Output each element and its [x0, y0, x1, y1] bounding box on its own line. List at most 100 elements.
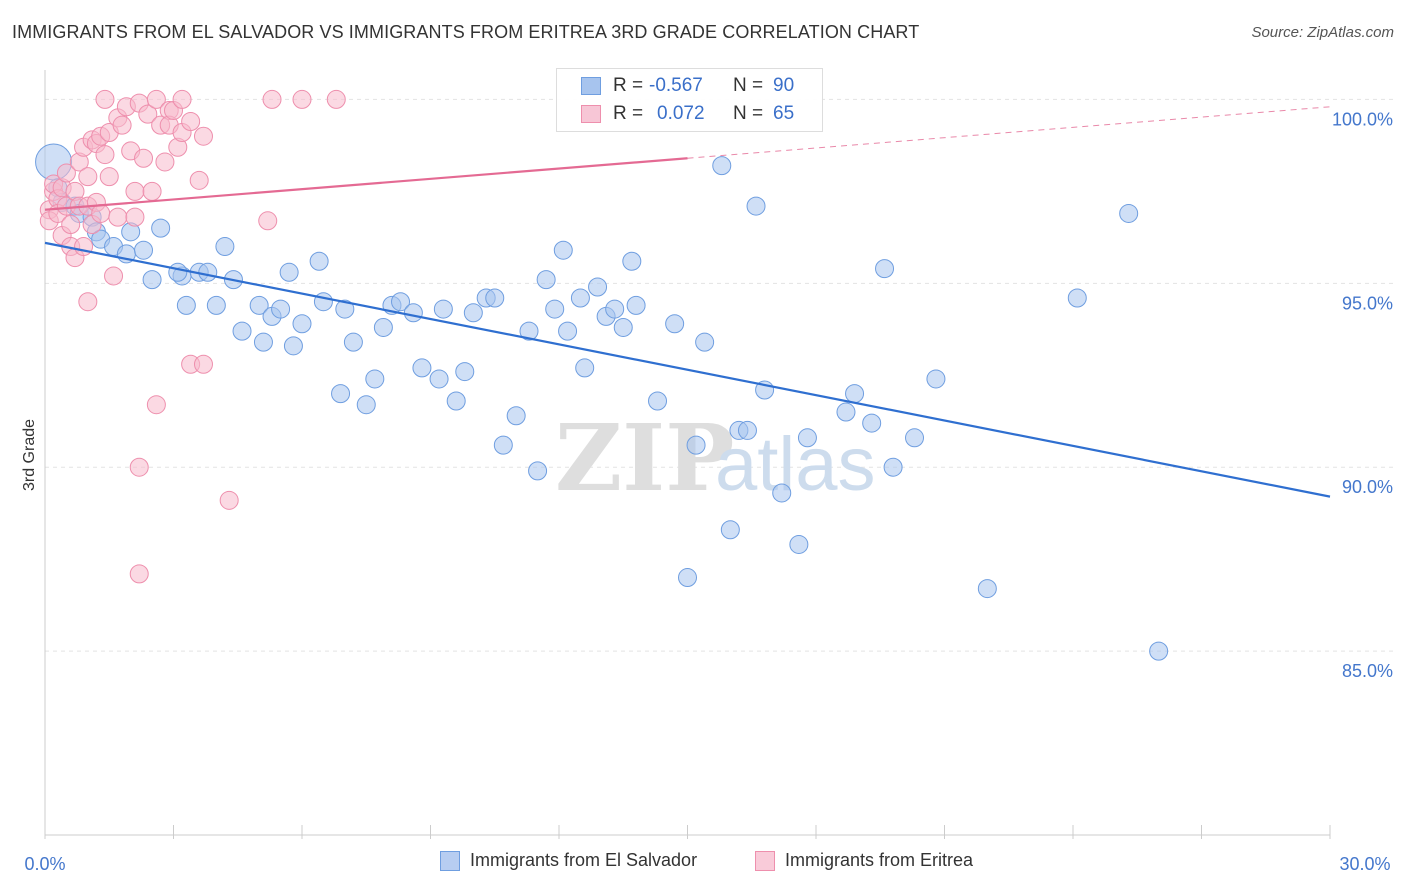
data-point-eritrea: [189, 170, 209, 190]
data-point-el-salvador: [412, 358, 432, 378]
data-point-el-salvador: [613, 317, 633, 337]
legend-swatch-blue: [440, 851, 460, 872]
data-point-el-salvador: [1119, 203, 1139, 223]
data-point-el-salvador: [253, 332, 273, 352]
data-point-eritrea: [125, 207, 145, 227]
data-point-el-salvador: [433, 299, 453, 319]
data-point-el-salvador: [391, 292, 411, 312]
y-axis-label: 3rd Grade: [21, 419, 38, 491]
data-point-el-salvador: [836, 402, 856, 422]
data-point-el-salvador: [605, 299, 625, 319]
data-point-el-salvador: [249, 295, 269, 315]
legend-item-el-salvador[interactable]: Immigrants from El Salvador: [440, 850, 698, 872]
data-point-eritrea: [262, 89, 282, 109]
data-point-eritrea: [91, 203, 111, 223]
data-point-el-salvador: [905, 428, 925, 448]
data-point-eritrea: [138, 104, 158, 124]
y-tick-label: 95.0%: [1342, 293, 1393, 313]
tick-label-layer: 85.0% 90.0% 95.0% 100.0% 0.0% 30.0%: [24, 109, 1393, 874]
data-point-el-salvador: [648, 391, 668, 411]
data-point-eritrea: [99, 167, 119, 187]
data-point-el-salvador: [455, 362, 475, 382]
data-point-el-salvador: [622, 251, 642, 271]
data-point-el-salvador: [686, 435, 706, 455]
data-point-el-salvador: [365, 369, 385, 389]
data-point-el-salvador: [862, 413, 882, 433]
data-point-eritrea: [95, 145, 115, 165]
data-point-el-salvador: [553, 240, 573, 260]
data-point-el-salvador: [283, 336, 303, 356]
data-point-eritrea: [78, 292, 98, 312]
data-point-el-salvador: [168, 262, 188, 282]
data-point-el-salvador: [977, 579, 997, 599]
data-point-el-salvador: [313, 292, 333, 312]
data-point-eritrea: [326, 89, 346, 109]
data-point-el-salvador: [665, 314, 685, 334]
y-tick-label: 90.0%: [1342, 477, 1393, 497]
svg-text:ZIP: ZIP: [555, 404, 734, 512]
data-point-el-salvador: [883, 457, 903, 477]
trend-line-el-salvador: [44, 241, 1331, 498]
data-point-eritrea: [172, 89, 192, 109]
y-tick-label: 100.0%: [1332, 109, 1393, 129]
legend-swatch-pink: [755, 851, 775, 872]
data-point-el-salvador: [331, 384, 351, 404]
data-point-eritrea: [155, 152, 175, 172]
watermark: ZIP atlas: [555, 404, 876, 512]
source-credit: Source: ZipAtlas.com: [1251, 24, 1394, 41]
y-tick-label: 85.0%: [1342, 661, 1393, 681]
data-point-el-salvador: [446, 391, 466, 411]
pink-swatch: [581, 105, 601, 123]
data-point-el-salvador: [772, 483, 792, 503]
data-point-el-salvador: [215, 237, 235, 257]
correlation-stats-box: R = -0.567 N = 90 R = 0.072 N = 65: [556, 68, 823, 132]
data-point-el-salvador: [746, 196, 766, 216]
x-tick-label: 0.0%: [24, 854, 65, 874]
legend-label: Immigrants from El Salvador: [470, 850, 698, 870]
data-point-el-salvador: [695, 332, 715, 352]
trend-line-eritrea: [44, 157, 688, 211]
data-point-eritrea: [142, 181, 162, 201]
data-point-el-salvador: [588, 277, 608, 297]
data-point-el-salvador: [292, 314, 312, 334]
data-point-el-salvador: [198, 262, 218, 282]
data-point-eritrea: [134, 148, 154, 168]
data-point-eritrea: [193, 126, 213, 146]
data-point-el-salvador: [678, 568, 697, 588]
data-point-el-salvador: [485, 288, 505, 308]
data-point-eritrea: [104, 266, 124, 286]
stats-row-el-salvador: R = -0.567 N = 90: [557, 72, 822, 100]
r-label: R =: [613, 75, 644, 96]
data-point-el-salvador: [463, 303, 483, 323]
x-tick-label: 30.0%: [1339, 854, 1390, 874]
data-point-eritrea: [56, 163, 76, 183]
data-point-el-salvador: [575, 358, 595, 378]
data-point-el-salvador: [626, 295, 646, 315]
axis-layer: [44, 70, 1331, 839]
data-point-el-salvador: [536, 270, 556, 290]
data-point-el-salvador: [558, 321, 578, 341]
data-point-eritrea: [125, 181, 145, 201]
r-value: 0.072: [657, 103, 705, 124]
data-point-el-salvador: [403, 303, 423, 323]
data-point-el-salvador: [176, 295, 196, 315]
data-point-el-salvador: [356, 395, 376, 415]
data-point-el-salvador: [493, 435, 513, 455]
data-point-el-salvador: [151, 218, 171, 238]
stats-row-eritrea: R = 0.072 N = 65: [557, 100, 822, 128]
data-point-eritrea: [146, 395, 166, 415]
data-point-el-salvador: [570, 288, 590, 308]
data-point-eritrea: [219, 490, 239, 510]
n-value: 90: [773, 75, 795, 96]
data-point-el-salvador: [519, 321, 539, 341]
data-point-el-salvador: [545, 299, 565, 319]
n-value: 65: [773, 103, 795, 124]
r-label: R =: [613, 103, 644, 124]
data-point-el-salvador: [142, 270, 162, 290]
data-point-el-salvador: [309, 251, 329, 271]
data-point-eritrea: [78, 167, 98, 187]
legend-label: Immigrants from Eritrea: [785, 850, 974, 870]
legend-item-eritrea[interactable]: Immigrants from Eritrea: [755, 850, 974, 872]
data-point-eritrea: [146, 89, 166, 109]
